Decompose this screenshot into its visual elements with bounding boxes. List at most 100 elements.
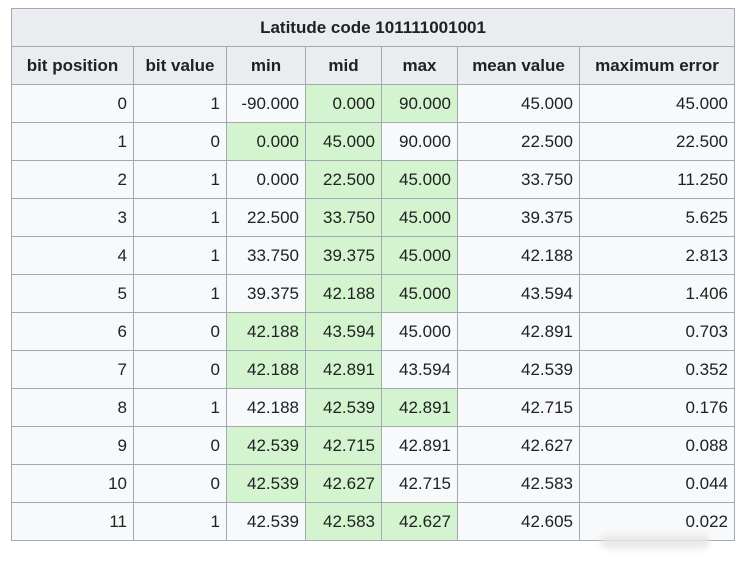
cell-min: -90.000	[226, 84, 306, 123]
cell-mean-value: 42.627	[457, 426, 580, 465]
header-mean-value: mean value	[457, 46, 580, 85]
cell-min: 42.188	[226, 350, 306, 389]
cell-bit-value: 1	[133, 236, 227, 275]
table-row: 7 0 42.188 42.891 43.594 42.539 0.352	[11, 350, 735, 389]
cell-mid: 42.715	[305, 426, 382, 465]
table-row: 0 1 -90.000 0.000 90.000 45.000 45.000	[11, 84, 735, 123]
cell-bit-value: 1	[133, 502, 227, 541]
cell-max: 90.000	[381, 84, 458, 123]
cell-mean-value: 22.500	[457, 122, 580, 161]
cell-bit-value: 0	[133, 312, 227, 351]
table-row: 5 1 39.375 42.188 45.000 43.594 1.406	[11, 274, 735, 313]
cell-min: 42.188	[226, 388, 306, 427]
cell-max: 43.594	[381, 350, 458, 389]
cell-min: 0.000	[226, 122, 306, 161]
cell-bit-position: 0	[11, 84, 134, 123]
cell-mid: 42.891	[305, 350, 382, 389]
cell-maximum-error: 2.813	[579, 236, 735, 275]
cell-bit-value: 0	[133, 122, 227, 161]
header-min: min	[226, 46, 306, 85]
cell-bit-position: 8	[11, 388, 134, 427]
table-header-row: bit position bit value min mid max mean …	[11, 46, 735, 85]
cell-bit-value: 1	[133, 160, 227, 199]
cell-max: 42.891	[381, 388, 458, 427]
cell-bit-value: 1	[133, 274, 227, 313]
cell-min: 39.375	[226, 274, 306, 313]
cell-min: 22.500	[226, 198, 306, 237]
cell-mean-value: 42.605	[457, 502, 580, 541]
cell-max: 45.000	[381, 274, 458, 313]
cell-bit-value: 0	[133, 464, 227, 503]
cell-bit-position: 11	[11, 502, 134, 541]
table-row: 2 1 0.000 22.500 45.000 33.750 11.250	[11, 160, 735, 199]
header-max: max	[381, 46, 458, 85]
table-row: 6 0 42.188 43.594 45.000 42.891 0.703	[11, 312, 735, 351]
cell-bit-value: 1	[133, 84, 227, 123]
cell-maximum-error: 0.044	[579, 464, 735, 503]
table-row: 8 1 42.188 42.539 42.891 42.715 0.176	[11, 388, 735, 427]
cell-mean-value: 43.594	[457, 274, 580, 313]
header-maximum-error: maximum error	[579, 46, 735, 85]
cell-bit-position: 9	[11, 426, 134, 465]
cell-maximum-error: 0.703	[579, 312, 735, 351]
cell-maximum-error: 0.352	[579, 350, 735, 389]
header-mid: mid	[305, 46, 382, 85]
cell-mean-value: 33.750	[457, 160, 580, 199]
header-bit-value: bit value	[133, 46, 227, 85]
cell-bit-position: 6	[11, 312, 134, 351]
cell-bit-position: 7	[11, 350, 134, 389]
cell-max: 45.000	[381, 160, 458, 199]
cell-mid: 42.627	[305, 464, 382, 503]
cell-bit-position: 5	[11, 274, 134, 313]
cell-mid: 39.375	[305, 236, 382, 275]
cell-mean-value: 42.539	[457, 350, 580, 389]
cell-mid: 0.000	[305, 84, 382, 123]
cell-mid: 33.750	[305, 198, 382, 237]
cell-mid: 42.583	[305, 502, 382, 541]
cell-maximum-error: 0.022	[579, 502, 735, 541]
cell-mean-value: 42.583	[457, 464, 580, 503]
table-row: 9 0 42.539 42.715 42.891 42.627 0.088	[11, 426, 735, 465]
cell-max: 45.000	[381, 236, 458, 275]
cell-maximum-error: 11.250	[579, 160, 735, 199]
cell-maximum-error: 22.500	[579, 122, 735, 161]
cell-bit-value: 1	[133, 198, 227, 237]
cell-maximum-error: 0.176	[579, 388, 735, 427]
cell-max: 45.000	[381, 198, 458, 237]
cell-mean-value: 39.375	[457, 198, 580, 237]
table-row: 3 1 22.500 33.750 45.000 39.375 5.625	[11, 198, 735, 237]
cell-bit-position: 10	[11, 464, 134, 503]
table-title-row: Latitude code 101111001001	[11, 8, 735, 47]
cell-min: 42.539	[226, 502, 306, 541]
cell-mean-value: 42.188	[457, 236, 580, 275]
cell-bit-position: 3	[11, 198, 134, 237]
cell-min: 42.188	[226, 312, 306, 351]
cell-maximum-error: 0.088	[579, 426, 735, 465]
cell-mid: 22.500	[305, 160, 382, 199]
cell-maximum-error: 45.000	[579, 84, 735, 123]
cell-bit-position: 1	[11, 122, 134, 161]
cell-maximum-error: 1.406	[579, 274, 735, 313]
header-bit-position: bit position	[11, 46, 134, 85]
cell-mid: 42.539	[305, 388, 382, 427]
cell-bit-position: 2	[11, 160, 134, 199]
cell-bit-position: 4	[11, 236, 134, 275]
cell-max: 42.627	[381, 502, 458, 541]
cell-max: 42.715	[381, 464, 458, 503]
cell-mean-value: 42.715	[457, 388, 580, 427]
cell-mean-value: 42.891	[457, 312, 580, 351]
cell-max: 90.000	[381, 122, 458, 161]
table-row: 1 0 0.000 45.000 90.000 22.500 22.500	[11, 122, 735, 161]
cell-min: 33.750	[226, 236, 306, 275]
cell-maximum-error: 5.625	[579, 198, 735, 237]
table-title: Latitude code 101111001001	[11, 8, 735, 47]
cell-mid: 42.188	[305, 274, 382, 313]
cell-bit-value: 0	[133, 426, 227, 465]
cell-mean-value: 45.000	[457, 84, 580, 123]
cell-mid: 43.594	[305, 312, 382, 351]
cell-max: 42.891	[381, 426, 458, 465]
table-row: 11 1 42.539 42.583 42.627 42.605 0.022	[11, 502, 735, 541]
latitude-code-table: Latitude code 101111001001 bit position …	[11, 8, 735, 541]
cell-bit-value: 0	[133, 350, 227, 389]
cell-min: 42.539	[226, 426, 306, 465]
